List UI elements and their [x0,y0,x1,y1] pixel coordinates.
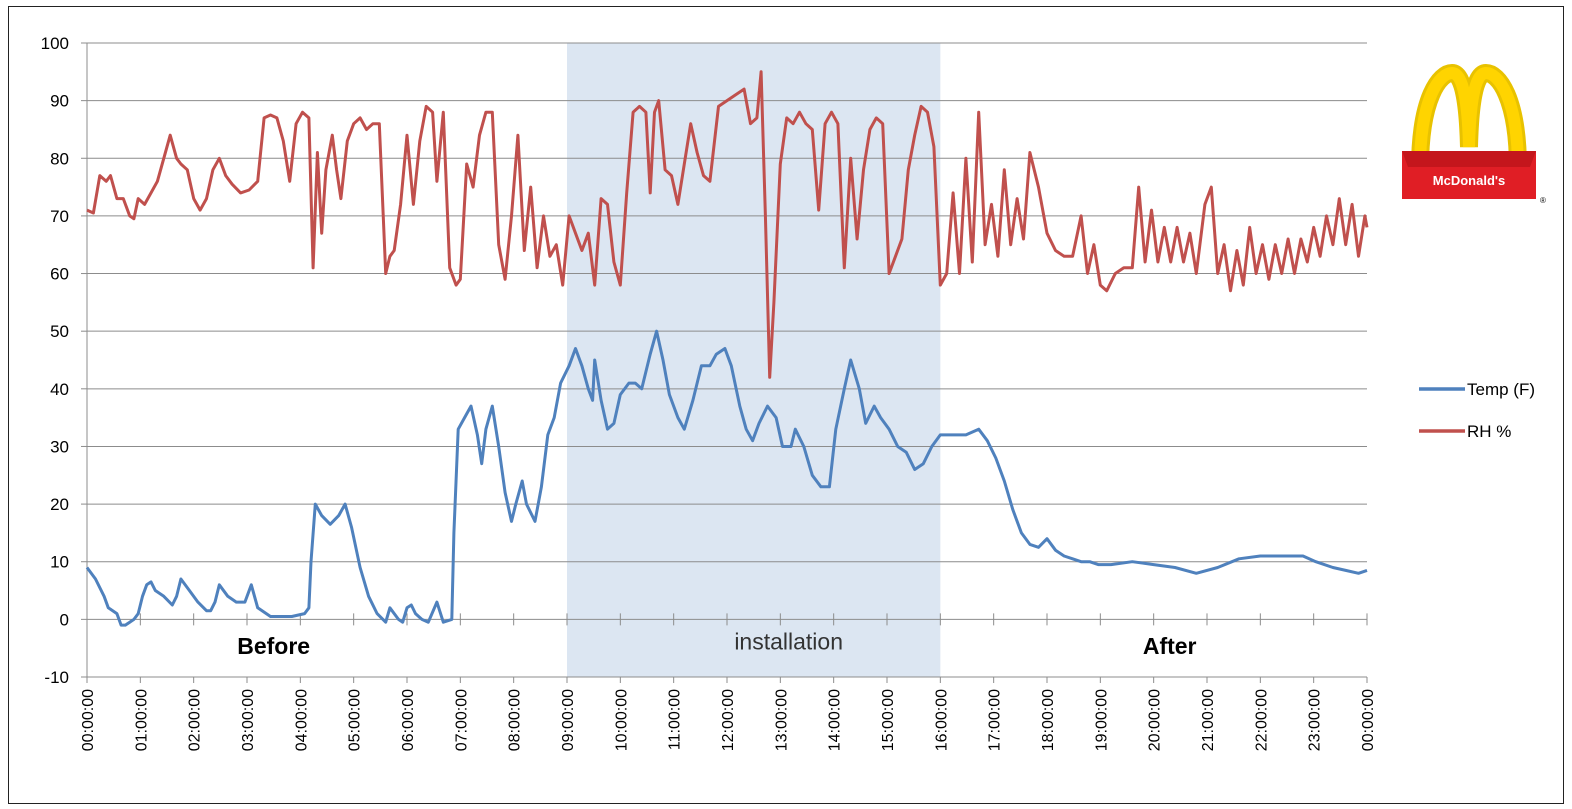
x-tick-label: 18:00:00 [1040,689,1057,751]
logo-registered-mark: ® [1540,196,1546,205]
x-tick-label: 19:00:00 [1093,689,1110,751]
x-tick-label: 00:00:00 [1360,689,1377,751]
x-tick-label: 17:00:00 [987,689,1004,751]
y-tick-label: 80 [50,149,69,168]
y-tick-label: 30 [50,437,69,456]
axis-layer: -10 0 10 20 30 40 50 60 70 80 90 100 00:00:00 01:00:0… [41,34,1377,751]
x-tick-label: 14:00:00 [827,689,844,751]
x-tick-label: 03:00:00 [240,689,257,751]
legend: Temp (F) RH % [1419,380,1535,441]
logo-box-shade [1402,151,1536,167]
annotation-before: Before [237,633,310,659]
chart-svg: -10 0 10 20 30 40 50 60 70 80 90 100 00:00:00 01:00:0… [41,34,1546,751]
x-tick-label: 10:00:00 [613,689,630,751]
logo-text: McDonald's [1433,173,1505,188]
legend-label: RH % [1467,422,1511,441]
x-tick-label: 01:00:00 [133,689,150,751]
mcdonalds-logo: McDonald's ® [1402,63,1546,205]
y-tick-label: 70 [50,207,69,226]
x-tick-label: 23:00:00 [1307,689,1324,751]
x-tick-label: 16:00:00 [933,689,950,751]
x-tick-label: 02:00:00 [187,689,204,751]
x-tick-label: 21:00:00 [1200,689,1217,751]
x-tick-label: 00:00:00 [80,689,97,751]
y-tick-label: 90 [50,92,69,111]
x-tick-label: 11:00:00 [667,689,684,750]
x-tick-label: 06:00:00 [400,689,417,751]
legend-label: Temp (F) [1467,380,1535,399]
x-tick-label: 04:00:00 [293,689,310,751]
x-tick-label: 07:00:00 [453,689,470,751]
annotation-installation: installation [734,628,843,654]
chart-frame: -10 0 10 20 30 40 50 60 70 80 90 100 00:00:00 01:00:0… [8,6,1564,804]
x-tick-label: 05:00:00 [347,689,364,751]
logo-arches [1414,66,1524,170]
x-tick-label: 08:00:00 [507,689,524,751]
x-tick-label: 13:00:00 [773,689,790,751]
x-tick-label: 12:00:00 [720,689,737,751]
series-line-rh [86,70,1369,379]
x-tick-label: 20:00:00 [1147,689,1164,751]
y-tick-label: 40 [50,380,69,399]
series-layer [85,70,1369,627]
y-tick-label: 0 [60,610,69,629]
x-tick-label: 22:00:00 [1253,689,1270,751]
y-tick-label: 10 [50,553,69,572]
annotation-layer: Before After installation [237,628,1196,659]
y-tick-label: -10 [44,668,69,687]
y-tick-label: 20 [50,495,69,514]
y-tick-label: 60 [50,265,69,284]
x-tick-label: 09:00:00 [560,689,577,751]
x-tick-label: 15:00:00 [880,689,897,751]
y-tick-label: 100 [41,34,69,53]
annotation-after: After [1143,633,1197,659]
y-tick-label: 50 [50,322,69,341]
series-line-temp-f [85,329,1368,627]
